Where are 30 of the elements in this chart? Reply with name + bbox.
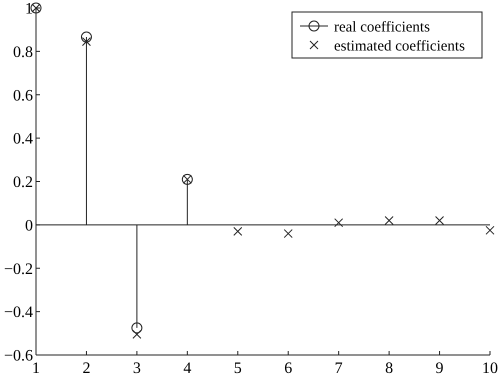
point: [131, 322, 142, 334]
legend-label: real coefficients: [334, 19, 430, 36]
point: [82, 37, 91, 46]
point: [132, 330, 142, 339]
x-tick-label: 2: [82, 360, 90, 376]
point: [233, 226, 242, 236]
x-tick-label: 3: [132, 360, 141, 376]
point: [486, 226, 494, 235]
y-tick-label: −0.6: [4, 348, 33, 365]
y-tick-label: 0.2: [13, 174, 33, 192]
x-tick-label: 4: [183, 360, 192, 376]
point: [384, 216, 394, 226]
point: [334, 218, 344, 228]
point: [80, 32, 92, 43]
y-tick-label: −0.2: [4, 260, 33, 278]
x-tick-label: 10: [482, 360, 498, 376]
y-tick-label: 0: [25, 217, 33, 234]
y-tick-label: −0.4: [4, 304, 33, 322]
y-tick-label: 0.8: [13, 44, 33, 61]
point: [435, 216, 444, 226]
y-tick-label: 1: [25, 0, 33, 18]
y-tick-label: 0.4: [13, 130, 33, 148]
y-tick-label: 0.6: [13, 87, 33, 104]
x-tick-label: 5: [234, 360, 242, 376]
x-tick-label: 9: [436, 360, 444, 376]
x-tick-label: 8: [385, 360, 394, 376]
legend-label: estimated coefficients: [334, 38, 466, 54]
point: [284, 229, 293, 238]
x-tick-label: 6: [284, 360, 292, 376]
x-tick-label: 7: [334, 360, 343, 376]
